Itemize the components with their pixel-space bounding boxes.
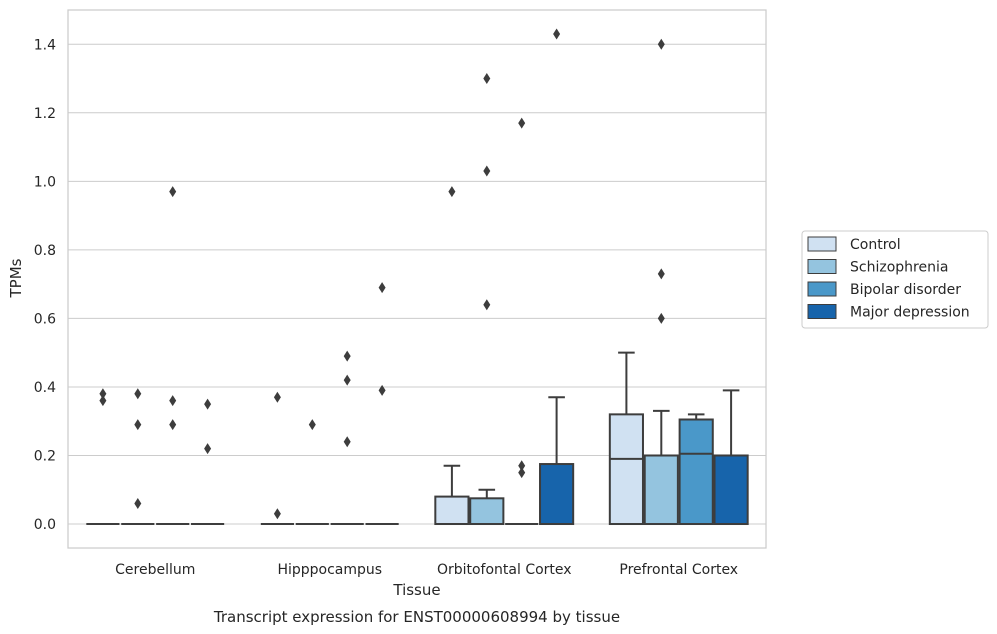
outlier-point: [657, 38, 665, 50]
y-tick-label: 0.6: [34, 311, 56, 327]
box-body: [539, 463, 575, 526]
box-control: [86, 388, 120, 526]
x-axis-label: Tissue: [392, 581, 440, 599]
outlier-point: [273, 508, 281, 520]
box-major-depression: [191, 398, 225, 526]
box-schizophrenia: [643, 38, 679, 526]
box-major-depression: [365, 282, 399, 526]
outlier-point: [99, 395, 107, 407]
outlier-point: [99, 388, 107, 400]
plot-frame: [67, 9, 767, 549]
outlier-point: [518, 460, 526, 472]
x-tick-label: Cerebellum: [115, 562, 195, 578]
legend: Control Schizophrenia Bipolar disorder Majo…: [801, 230, 989, 329]
box-body: [643, 454, 679, 526]
outlier-point: [343, 436, 351, 448]
outlier-point: [553, 28, 561, 40]
box-major-depression: [713, 389, 749, 526]
box-schizophrenia: [469, 73, 505, 526]
outlier-point: [134, 497, 142, 509]
outlier-point: [204, 443, 212, 455]
outlier-point: [169, 419, 177, 431]
y-tick-label: 1.0: [34, 174, 56, 190]
legend-swatch: [807, 259, 837, 274]
box-control: [434, 186, 470, 526]
box-body: [434, 495, 470, 526]
box-control: [608, 351, 644, 526]
chart-caption: Transcript expression for ENST0000060899…: [213, 608, 620, 626]
y-tick-label: 0.0: [34, 517, 56, 533]
outlier-point: [448, 186, 456, 198]
outlier-point: [169, 186, 177, 198]
legend-swatch: [807, 304, 837, 319]
box-schizophrenia: [121, 388, 155, 526]
grid-lines: [68, 43, 766, 525]
x-tick-label: Orbitofontal Cortex: [437, 562, 572, 578]
legend-swatch: [807, 236, 837, 252]
outlier-point: [518, 467, 526, 479]
legend-frame: [801, 230, 989, 329]
outlier-point: [169, 395, 177, 407]
box-control: [260, 391, 294, 526]
outlier-point: [378, 384, 386, 396]
box-body: [713, 454, 749, 526]
x-tick-label: Prefrontal Cortex: [619, 562, 738, 578]
outlier-point: [273, 391, 281, 403]
legend-label: Schizophrenia: [850, 260, 948, 276]
outlier-point: [657, 312, 665, 324]
box-body: [469, 497, 505, 526]
outlier-point: [483, 165, 491, 177]
box-bipolar-disorder: [330, 350, 364, 526]
legend-label: Major depression: [850, 305, 970, 321]
outlier-point: [518, 117, 526, 129]
x-axis-ticks: Cerebellum Hipppocampus Orbitofontal Corte…: [115, 562, 738, 578]
x-tick-label: Hipppocampus: [277, 562, 382, 578]
box-body: [608, 413, 644, 526]
y-tick-label: 0.4: [34, 380, 56, 396]
box-bipolar-disorder: [156, 186, 190, 526]
outlier-point: [204, 398, 212, 410]
outlier-point: [343, 350, 351, 362]
y-tick-label: 0.2: [34, 448, 56, 464]
legend-swatch: [807, 281, 837, 297]
y-axis-ticks: 0.0 0.2 0.4 0.6 0.8 1.0 1.2 1.4: [34, 37, 56, 533]
outlier-point: [657, 268, 665, 280]
legend-label: Bipolar disorder: [850, 282, 961, 298]
outlier-point: [308, 419, 316, 431]
box-bipolar-disorder: [505, 117, 539, 526]
y-axis-label: TPMs: [7, 258, 25, 298]
y-tick-label: 1.2: [34, 106, 56, 122]
y-tick-label: 1.4: [34, 37, 56, 53]
box-bipolar-disorder: [678, 413, 714, 526]
outlier-point: [378, 282, 386, 294]
outlier-point: [134, 388, 142, 400]
legend-label: Control: [850, 237, 901, 253]
box-groups: [86, 28, 749, 526]
outlier-point: [343, 374, 351, 386]
outlier-point: [483, 73, 491, 85]
box-schizophrenia: [295, 419, 329, 526]
outlier-point: [483, 299, 491, 311]
y-tick-label: 0.8: [34, 243, 56, 259]
box-major-depression: [539, 28, 575, 526]
outlier-point: [134, 419, 142, 431]
box-body: [678, 418, 714, 526]
